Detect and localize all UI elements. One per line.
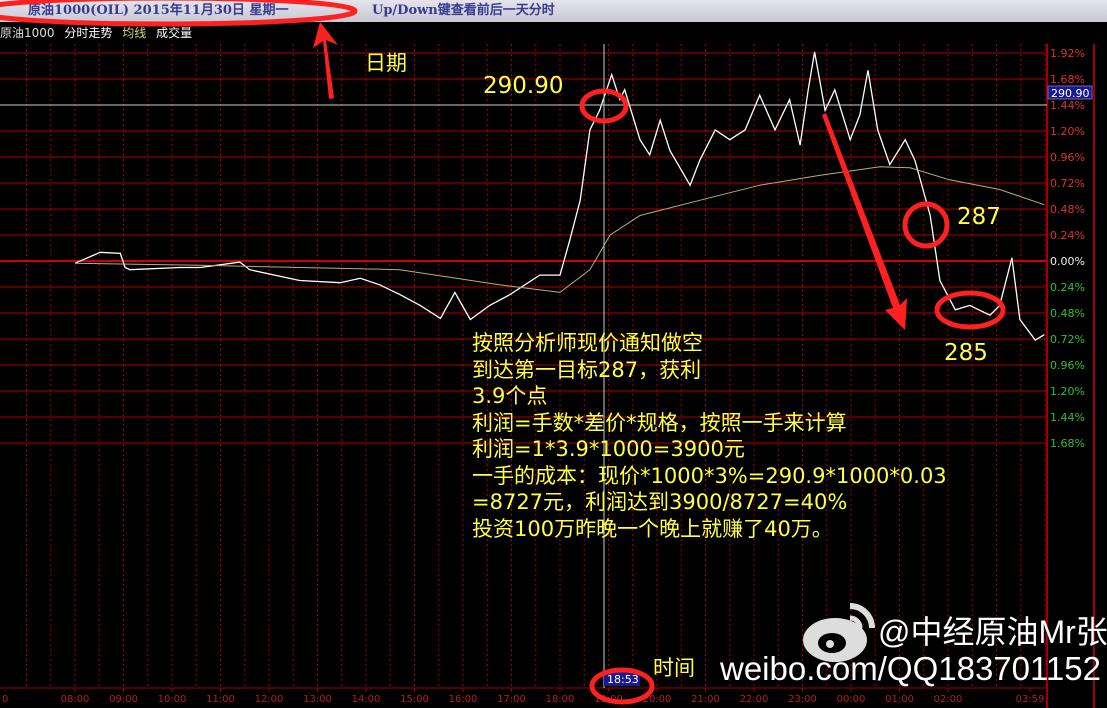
entry-ellipse-marker	[579, 88, 629, 124]
weibo-logo-icon	[803, 603, 875, 662]
analysis-text: 按照分析师现价通知做空 到达第一目标287，获利 3.9个点 利润=手数*差价*…	[472, 330, 947, 542]
y-tick-label: 0.24%	[1050, 281, 1085, 294]
y-tick-label: 0.72%	[1050, 333, 1085, 346]
x-axis: 0 08:00 09:00 10:00 11:00 12:00 13:00 14:00 15:0…	[2, 688, 1044, 705]
x-tick-label: 01:00	[885, 694, 914, 705]
analysis-line: 一手的成本：现价*1000*3%=290.9*1000*0.03	[472, 463, 947, 488]
analysis-line: 利润=1*3.9*1000=3900元	[472, 437, 745, 461]
date-arrow	[313, 22, 338, 99]
chart-toolbar: 原油1000 分时走势 均线 成交量	[0, 24, 198, 42]
y-tick-label: 1.44%	[1050, 99, 1085, 112]
annotation-arrows	[313, 22, 907, 330]
y-tick-label: 1.20%	[1050, 125, 1085, 138]
x-tick-label: 15:00	[400, 694, 429, 705]
y-tick-label: 0.72%	[1050, 177, 1085, 190]
analysis-line: 利润=手数*差价*规格，按照一手来计算	[472, 410, 847, 435]
x-tick-label: 17:00	[497, 694, 526, 705]
crosshair: 290.90 18:53	[0, 44, 1093, 688]
x-tick-label: 03:59	[1016, 694, 1045, 705]
x-tick-label: 16:00	[449, 694, 478, 705]
x-tick-label: 21:00	[691, 694, 720, 705]
analysis-line: =8727元，利润达到3900/8727=40%	[472, 490, 848, 514]
x-tick-label: 09:00	[109, 694, 138, 705]
x-tick-label: 20:00	[643, 694, 672, 705]
target-circle-marker	[902, 201, 950, 249]
x-tick-label: 18:00	[546, 694, 575, 705]
down-arrow	[822, 113, 907, 330]
crosshair-price-box	[1047, 85, 1093, 100]
analysis-line: 按照分析师现价通知做空	[472, 331, 703, 355]
x-tick-label: 10:00	[158, 694, 187, 705]
analysis-line: 3.9个点	[472, 384, 548, 408]
x-tick-label: 13:00	[303, 694, 332, 705]
y-tick-label: 0.96%	[1050, 151, 1085, 164]
y-axis: 1.92% 1.68% 1.44% 1.20% 0.96% 0.72% 0.48% 0.24%…	[1050, 47, 1085, 450]
entry-price-annotation: 290.90	[483, 73, 564, 99]
tab-intraday[interactable]: 分时走势	[64, 26, 113, 40]
watermark-url: weibo.com/QQ183701152	[720, 650, 1101, 687]
title-instrument-date: 原油1000(OIL) 2015年11月30日 星期一	[28, 3, 289, 18]
x-tick-label: 23:00	[788, 694, 817, 705]
x-tick-label: 11:00	[206, 694, 235, 705]
tab-average[interactable]: 均线	[122, 26, 147, 40]
annotation-markers	[0, 0, 1006, 705]
y-tick-label: 0.24%	[1050, 229, 1085, 242]
y-tick-label: 1.20%	[1050, 385, 1085, 398]
y-tick-label: 1.44%	[1050, 411, 1085, 424]
y-tick-label: 0.96%	[1050, 359, 1085, 372]
grid	[0, 44, 1095, 708]
y-tick-label: 1.68%	[1050, 437, 1085, 450]
time-ellipse-marker	[589, 667, 655, 705]
x-tick-label: 08:00	[61, 694, 90, 705]
series	[74, 51, 1045, 341]
title-bar: 原油1000(OIL) 2015年11月30日 星期一 Up/Down键查看前后…	[0, 0, 1107, 22]
x-tick-label: 22:00	[740, 694, 769, 705]
target-price-annotation: 287	[957, 204, 1001, 230]
y-tick-label: 0.48%	[1050, 307, 1085, 320]
y-tick-label: 0.48%	[1050, 203, 1085, 216]
y-tick-label: 1.92%	[1050, 47, 1085, 60]
crosshair-time: 18:53	[607, 673, 639, 686]
low-price-annotation: 285	[944, 340, 988, 366]
analysis-line: 投资100万昨晚一个晚上就赚了40万。	[472, 516, 833, 541]
x-tick-label: 12:00	[255, 694, 284, 705]
title-hint: Up/Down键查看前后一天分时	[372, 3, 555, 18]
watermark-handle: @中经原油Mr张	[878, 614, 1107, 650]
date-ellipse-marker	[0, 0, 358, 27]
x-tick-label: 00:00	[837, 694, 866, 705]
time-annotation: 时间	[653, 656, 695, 680]
x-tick-label: 0	[2, 694, 8, 705]
tab-volume[interactable]: 成交量	[156, 26, 193, 40]
x-tick-label: 02:00	[934, 694, 963, 705]
price-line	[74, 51, 1045, 341]
crosshair-price: 290.90	[1051, 87, 1090, 100]
y-tick-label: 0.00%	[1050, 255, 1085, 268]
date-annotation: 日期	[365, 51, 407, 75]
x-tick-label: 14:00	[352, 694, 381, 705]
crosshair-time-box	[604, 672, 640, 686]
low-ellipse-marker	[934, 290, 1006, 330]
y-tick-label: 1.68%	[1050, 73, 1085, 86]
symbol-label: 原油1000	[0, 26, 55, 40]
analysis-line: 到达第一目标287，获利	[472, 357, 702, 382]
average-line	[74, 166, 1045, 293]
